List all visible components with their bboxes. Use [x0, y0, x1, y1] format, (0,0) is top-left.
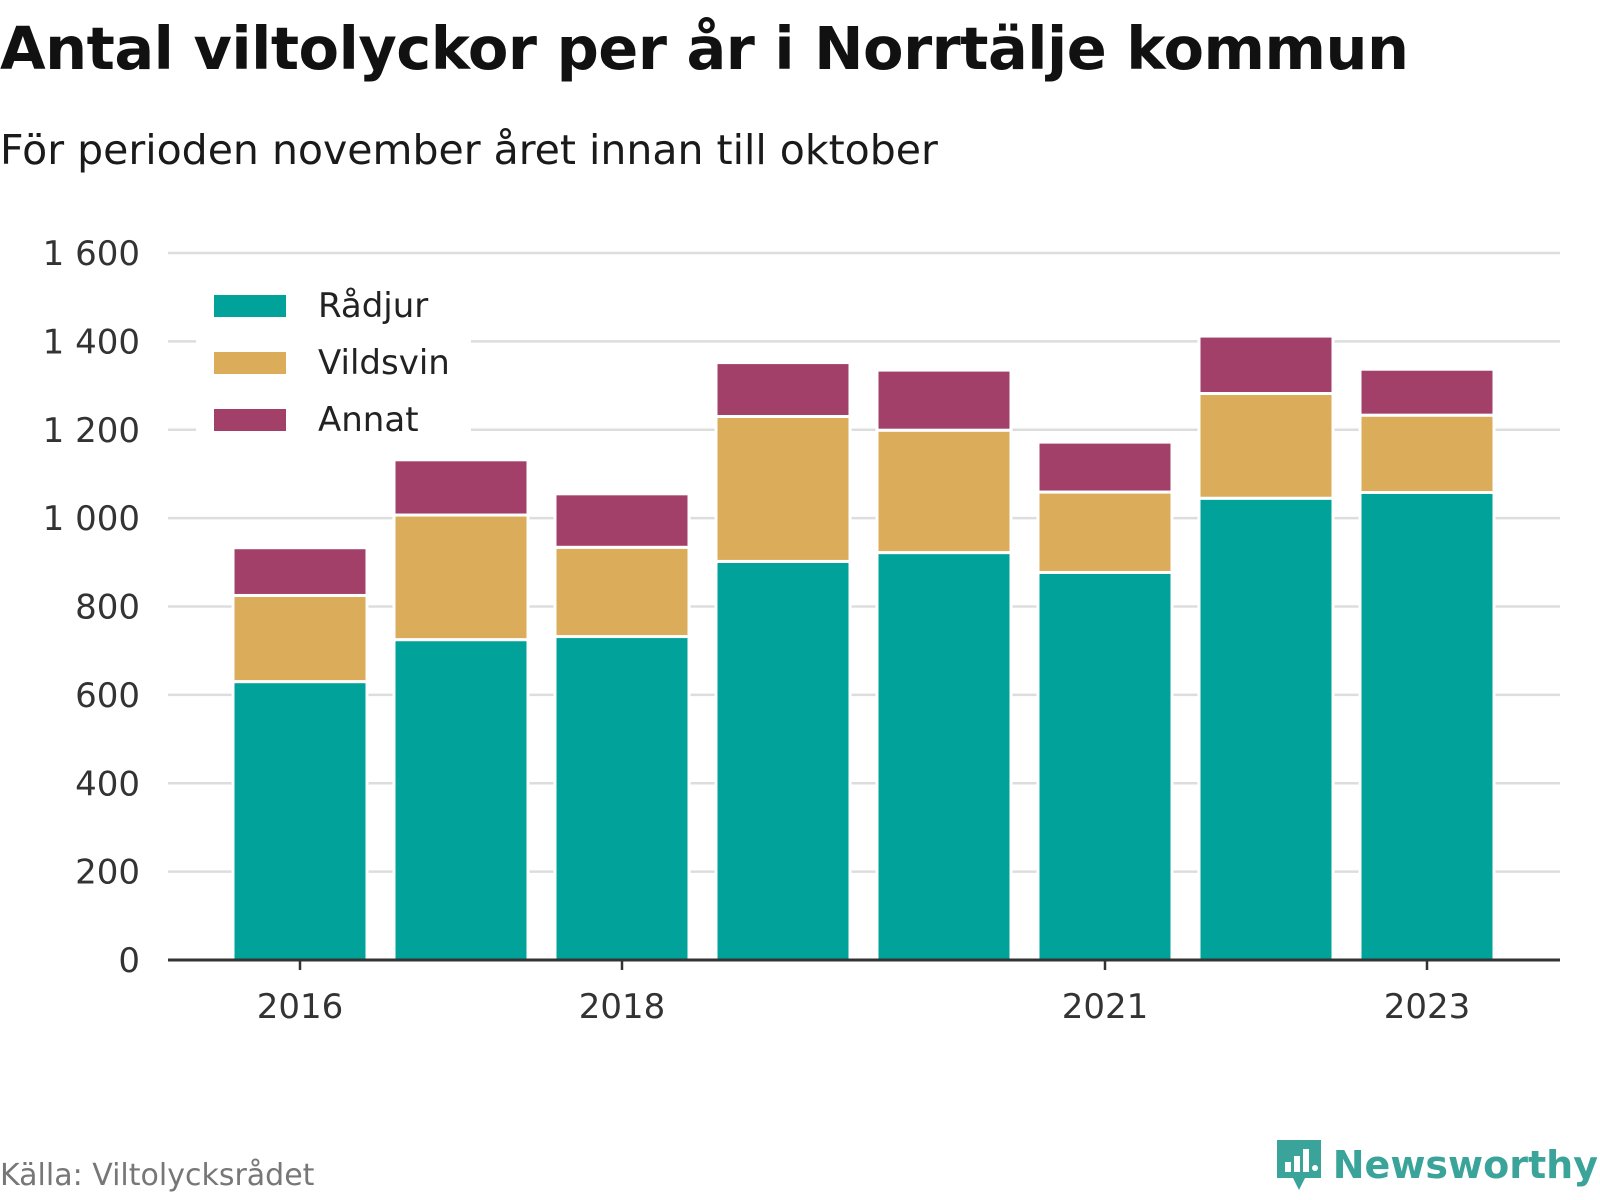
bar-segment — [553, 492, 691, 549]
chart-title: Antal viltolyckor per år i Norrtälje kom… — [0, 14, 1409, 83]
y-tick-label: 1 600 — [43, 234, 140, 274]
y-tick-label: 0 — [118, 941, 140, 981]
bar-segment — [231, 546, 369, 597]
bar-segment — [875, 428, 1013, 555]
legend-label: Rådjur — [318, 286, 428, 326]
bar-segment — [392, 638, 530, 962]
x-axis: 2016 2018 2021 2023 — [168, 958, 1560, 1027]
bar-segment — [875, 551, 1013, 962]
bar-segment — [392, 513, 530, 642]
bar-segment — [714, 361, 852, 418]
x-tick-label: 2016 — [257, 987, 344, 1027]
bar-segment — [1197, 392, 1335, 500]
legend-label: Annat — [318, 400, 419, 440]
x-tick-label: 2023 — [1384, 987, 1471, 1027]
bar-segment — [714, 559, 852, 962]
bar-segment — [1358, 367, 1496, 417]
bar-segment — [1358, 490, 1496, 962]
bar-segment — [1197, 496, 1335, 962]
x-tick-label: 2021 — [1062, 987, 1149, 1027]
brand-logo: Newsworthy — [1275, 1138, 1598, 1192]
y-tick-label: 1 200 — [43, 411, 140, 451]
bar-segment — [714, 414, 852, 563]
legend-label: Vildsvin — [318, 343, 450, 383]
bar-segment — [392, 458, 530, 517]
legend-swatch — [214, 295, 286, 317]
y-tick-label: 600 — [75, 676, 140, 716]
bar-segment — [553, 635, 691, 962]
bar-segment — [1358, 413, 1496, 494]
y-tick-label: 800 — [75, 588, 140, 628]
y-tick-label: 1 000 — [43, 499, 140, 539]
bar-segment — [231, 680, 369, 962]
legend: Rådjur Vildsvin Annat — [196, 278, 471, 448]
x-tick-label: 2018 — [579, 987, 666, 1027]
chart-subtitle: För perioden november året innan till ok… — [0, 126, 938, 174]
newsworthy-logo-icon — [1276, 1140, 1321, 1190]
y-tick-label: 200 — [75, 853, 140, 893]
legend-swatch — [214, 409, 286, 431]
bar-segment — [1036, 440, 1174, 494]
y-tick-label: 1 400 — [43, 322, 140, 362]
bar-segment — [1036, 570, 1174, 962]
source-note: Källa: Viltolycksrådet — [0, 1158, 315, 1193]
brand-name: Newsworthy — [1332, 1143, 1598, 1187]
bar-segment — [231, 593, 369, 684]
bar-segment — [553, 545, 691, 639]
y-tick-label: 400 — [75, 764, 140, 804]
bar-segment — [1036, 490, 1174, 574]
bar-segment — [1197, 334, 1335, 396]
y-axis-tick-labels: 0 200 400 600 800 1 000 1 200 1 400 1 600 — [43, 234, 140, 981]
legend-swatch — [214, 352, 286, 374]
bars — [231, 334, 1496, 962]
bar-segment — [875, 368, 1013, 432]
